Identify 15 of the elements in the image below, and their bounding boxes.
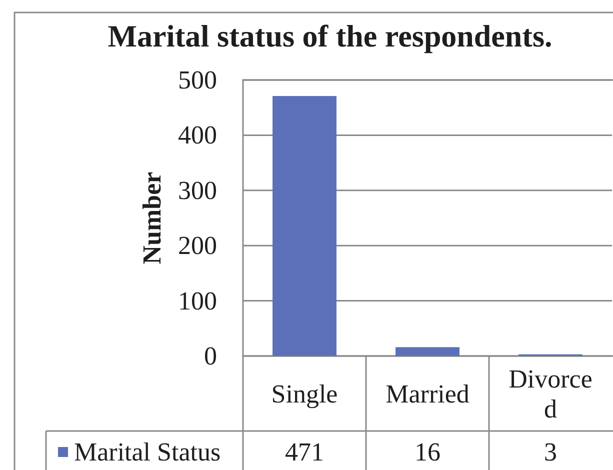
y-tick-label: 200 — [178, 231, 217, 260]
data-label: 3 — [544, 438, 557, 466]
y-tick-label: 400 — [178, 120, 217, 150]
y-tick-label: 300 — [178, 176, 217, 205]
data-label: 16 — [414, 438, 440, 466]
y-tick-label: 0 — [204, 342, 217, 370]
x-tick-label: Single — [271, 379, 338, 408]
y-tick-label: 100 — [178, 286, 217, 316]
x-tick-label: Married — [386, 379, 470, 408]
y-axis-title: Number — [138, 172, 166, 264]
data-label: 471 — [285, 438, 324, 466]
legend-label: Marital Status — [74, 438, 221, 466]
x-tick-label: Divorced — [508, 364, 592, 423]
chart-title: Marital status of the respondents. — [108, 18, 552, 54]
y-tick-label: 500 — [178, 66, 217, 94]
